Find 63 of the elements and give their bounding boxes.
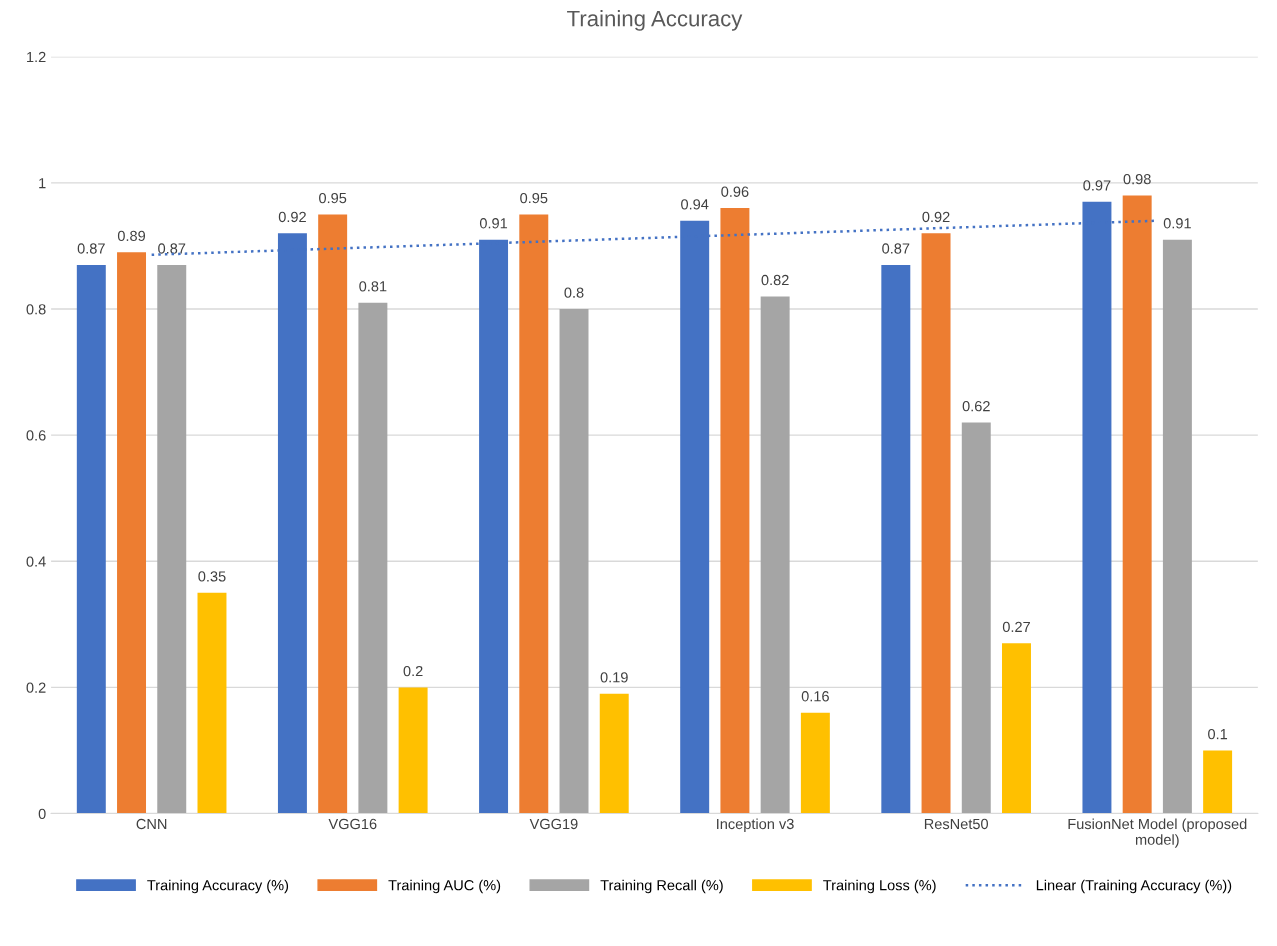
- data-label: 0.82: [761, 274, 789, 286]
- data-label: 0.95: [520, 192, 548, 204]
- data-label: 0.16: [801, 691, 829, 702]
- bar: [881, 264, 911, 814]
- y-tick-label: 0.6: [26, 430, 46, 441]
- bar: [318, 214, 348, 814]
- bar: [720, 208, 750, 814]
- x-tick-label: VGG19: [529, 818, 578, 830]
- bar: [398, 687, 428, 814]
- y-tick-label: 0: [38, 808, 46, 819]
- data-label: 0.91: [1163, 218, 1191, 229]
- data-label: 0.87: [158, 243, 186, 254]
- y-tick-label: 0.4: [26, 556, 46, 567]
- data-label: 0.98: [1123, 173, 1151, 185]
- data-label: 0.19: [600, 672, 628, 683]
- y-tick-label: 1: [39, 178, 46, 189]
- legend-label: Training Loss (%): [823, 879, 936, 894]
- data-label: 0.62: [962, 401, 990, 412]
- data-label: 0.81: [359, 281, 387, 292]
- legend-label: Training Accuracy (%): [147, 879, 289, 894]
- x-tick-label: FusionNet Model (proposed model): [1068, 818, 1247, 848]
- x-tick-label: VGG16: [328, 818, 377, 830]
- data-label: 0.27: [1002, 621, 1030, 633]
- bar: [800, 712, 830, 814]
- data-label: 0.89: [117, 230, 146, 242]
- bar: [157, 264, 187, 814]
- data-label: 0.91: [479, 218, 508, 229]
- data-label: 0.95: [319, 192, 347, 204]
- data-label: 0.2: [403, 665, 423, 677]
- data-label: 0.97: [1083, 180, 1111, 191]
- legend-label: Training AUC (%): [388, 879, 501, 894]
- x-tick-label: CNN: [136, 818, 167, 830]
- bar: [76, 264, 106, 814]
- bar: [1002, 643, 1031, 814]
- bar: [599, 693, 629, 814]
- legend-label: Training Recall (%): [600, 879, 723, 894]
- data-label: 0.87: [77, 243, 105, 254]
- data-label: 0.1: [1208, 728, 1228, 740]
- y-tick-label: 0.2: [26, 682, 46, 693]
- bar: [117, 252, 147, 814]
- bar: [760, 296, 790, 814]
- x-tick-label: Inception v3: [717, 818, 794, 833]
- data-label: 0.92: [922, 211, 950, 223]
- chart-title: Training Accuracy: [567, 10, 743, 31]
- y-tick-label: 0.8: [26, 304, 46, 315]
- data-label: 0.8: [564, 287, 584, 298]
- bar: [1122, 195, 1152, 814]
- bar: [1203, 750, 1233, 814]
- y-tick-label: 1.2: [27, 51, 46, 63]
- data-label: 0.92: [278, 211, 306, 223]
- bar: [961, 422, 991, 814]
- data-label: 0.35: [198, 571, 226, 582]
- bar: [1162, 239, 1192, 814]
- bar: [921, 233, 951, 814]
- x-tick-label: ResNet50: [924, 818, 989, 830]
- legend-label: Linear (Training Accuracy (%)): [1036, 879, 1232, 894]
- bar: [197, 592, 227, 814]
- bar: [358, 302, 388, 814]
- bar: [519, 214, 549, 814]
- data-label: 0.96: [721, 186, 749, 197]
- data-label: 0.87: [882, 243, 910, 254]
- data-label: 0.94: [681, 199, 709, 210]
- bar: [559, 309, 589, 814]
